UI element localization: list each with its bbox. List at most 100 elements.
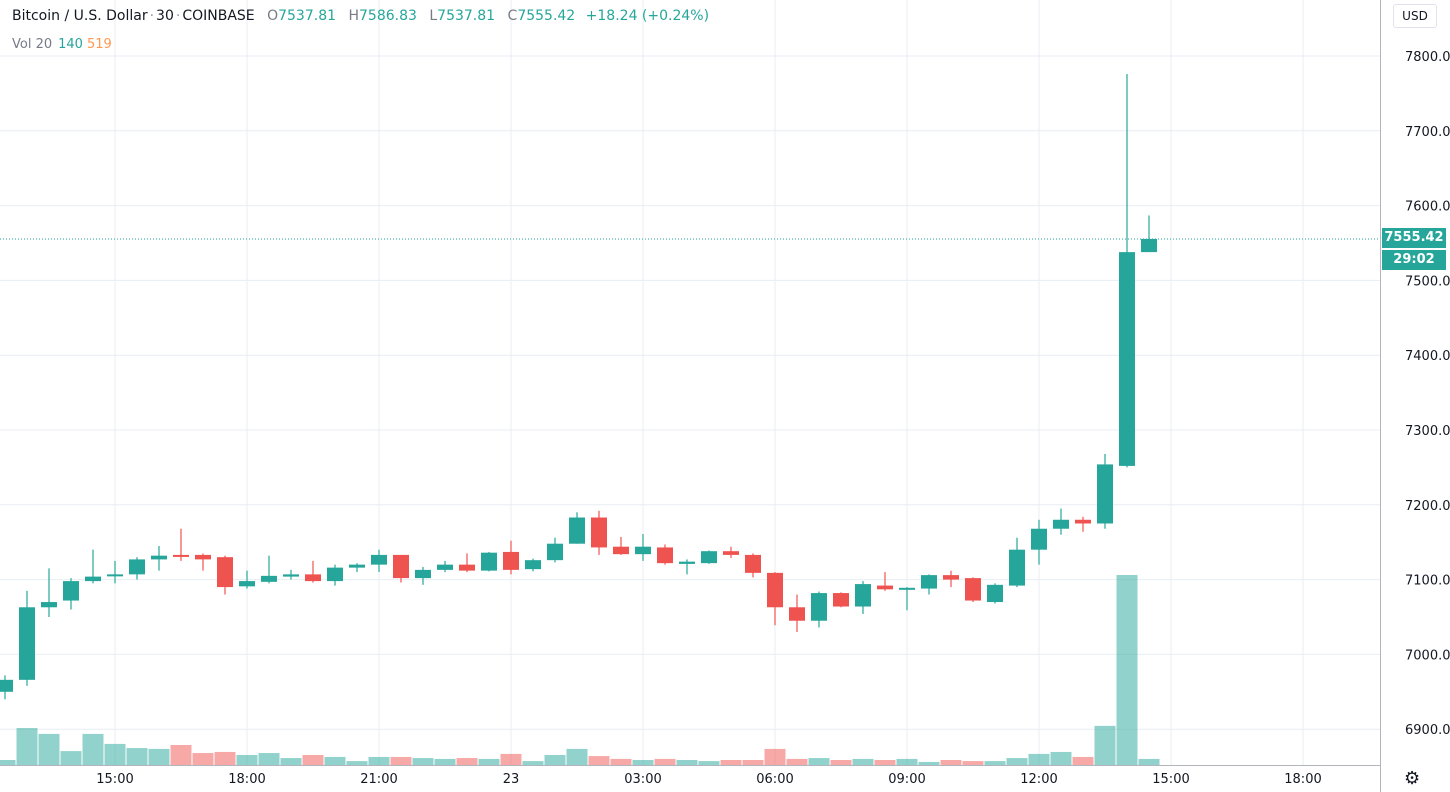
candle-body	[547, 543, 563, 561]
volume-bar	[896, 758, 918, 765]
candle-body	[833, 593, 849, 607]
currency-button[interactable]: USD	[1393, 4, 1437, 28]
candle-body	[327, 567, 343, 582]
candle-body	[789, 607, 805, 621]
open-value: 7537.81	[278, 8, 337, 24]
x-tick-label: 15:00	[96, 772, 133, 787]
volume-bar	[258, 753, 280, 765]
volume-bar	[1116, 575, 1138, 765]
volume-bar	[236, 755, 258, 765]
x-tick-label: 18:00	[1284, 772, 1321, 787]
low-label: L	[429, 8, 438, 24]
x-tick-label: 12:00	[1020, 772, 1057, 787]
candle-body	[173, 554, 189, 557]
candle-body	[1119, 252, 1135, 466]
change-value: +18.24 (+0.24%)	[585, 8, 710, 24]
volume-bar	[984, 761, 1006, 765]
x-tick-label: 15:00	[1152, 772, 1189, 787]
volume-bar	[962, 761, 984, 765]
candle-body	[459, 564, 475, 571]
y-tick-label: 7400.00	[1405, 349, 1450, 364]
candle-body	[129, 559, 145, 575]
volume-bar	[478, 758, 500, 765]
volume-legend[interactable]: Vol 20 140 519	[12, 37, 112, 52]
candle-body	[1097, 464, 1113, 524]
candle-body	[1053, 519, 1069, 529]
candle-body	[349, 564, 365, 568]
volume-bar	[654, 758, 676, 765]
volume-bar	[148, 748, 170, 765]
gear-icon[interactable]: ⚙	[1404, 768, 1421, 789]
x-tick-label: 03:00	[624, 772, 661, 787]
candle-body	[745, 554, 761, 573]
y-tick-label: 7800.00	[1405, 50, 1450, 65]
candle-body	[63, 581, 79, 601]
x-tick-label: 23	[503, 772, 520, 787]
candle-body	[767, 572, 783, 608]
volume-bar	[214, 751, 236, 765]
volume-bar	[544, 755, 566, 765]
volume-bar	[632, 760, 654, 765]
volume-bar	[456, 758, 478, 765]
candle-body	[1009, 549, 1025, 586]
x-tick-label: 06:00	[756, 772, 793, 787]
volume-bar	[280, 758, 302, 765]
candle-body	[701, 551, 717, 564]
y-tick-label: 7600.00	[1405, 200, 1450, 215]
volume-bar	[434, 758, 456, 765]
volume-bar	[192, 753, 214, 765]
candle-body	[1075, 519, 1091, 524]
candle-body	[19, 607, 35, 680]
candle-body	[569, 517, 585, 544]
high-label: H	[348, 8, 359, 24]
candle-body	[283, 574, 299, 577]
candle-body	[393, 554, 409, 579]
y-tick-label: 6900.00	[1405, 723, 1450, 738]
candle-body	[899, 587, 915, 590]
volume-ma-value: 519	[86, 37, 112, 52]
open-label: O	[267, 8, 279, 24]
volume-bar	[808, 758, 830, 765]
y-tick-label: 7700.00	[1405, 125, 1450, 140]
candle-body	[723, 551, 739, 555]
symbol-name[interactable]: Bitcoin / U.S. Dollar	[12, 8, 148, 24]
candle-body	[305, 574, 321, 582]
volume-bar	[764, 748, 786, 765]
candle-body	[965, 578, 981, 601]
candle-body	[1031, 528, 1047, 550]
x-tick-label: 09:00	[888, 772, 925, 787]
volume-bar	[918, 761, 940, 765]
candle-body	[679, 561, 695, 564]
volume-bar	[16, 728, 38, 765]
volume-bar	[852, 758, 874, 765]
candle-body	[943, 575, 959, 580]
volume-bar	[830, 760, 852, 765]
candle-body	[921, 575, 937, 589]
volume-bar	[126, 748, 148, 765]
interval[interactable]: 30	[156, 8, 174, 24]
candle-body	[151, 555, 167, 560]
volume-bar	[324, 756, 346, 765]
candle-body	[657, 547, 673, 564]
close-label: C	[507, 8, 518, 24]
volume-bar	[786, 758, 808, 765]
volume-bar	[390, 756, 412, 765]
candle-body	[41, 602, 57, 608]
candle-body	[85, 576, 101, 582]
candle-body	[239, 581, 255, 587]
volume-bar	[500, 753, 522, 765]
volume-bar	[60, 751, 82, 765]
candle-body	[635, 546, 651, 555]
candle-body	[811, 593, 827, 621]
volume-bar	[588, 756, 610, 765]
volume-bar	[676, 760, 698, 765]
low-value: 7537.81	[437, 8, 496, 24]
close-value: 7555.42	[517, 8, 576, 24]
volume-bar	[368, 756, 390, 765]
candle-body	[195, 554, 211, 560]
candle-body	[371, 554, 387, 565]
y-tick-label: 7000.00	[1405, 648, 1450, 663]
x-tick-label: 21:00	[360, 772, 397, 787]
volume-bar	[742, 760, 764, 765]
